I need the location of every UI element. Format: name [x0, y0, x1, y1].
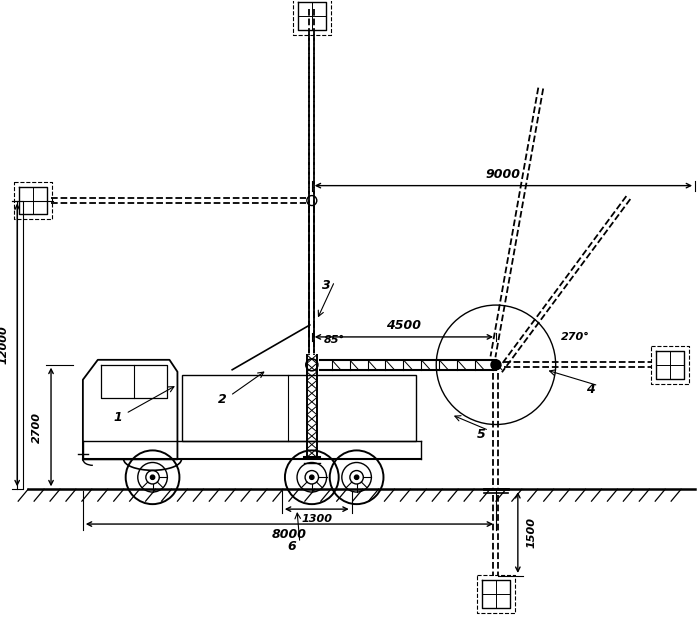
- Text: 2700: 2700: [32, 412, 42, 442]
- Text: 12000: 12000: [0, 326, 8, 364]
- Text: 1: 1: [113, 411, 122, 424]
- Text: 5: 5: [477, 428, 485, 441]
- Text: 1500: 1500: [527, 517, 537, 548]
- Text: 4: 4: [586, 383, 595, 396]
- Circle shape: [150, 475, 155, 479]
- Bar: [183, 375, 416, 442]
- Text: 3: 3: [323, 279, 331, 292]
- Text: 85°: 85°: [324, 335, 345, 345]
- Text: 8000: 8000: [272, 528, 307, 542]
- Circle shape: [309, 475, 314, 479]
- Text: 270°: 270°: [561, 332, 589, 342]
- Text: 4500: 4500: [386, 319, 421, 333]
- Text: 6: 6: [288, 540, 296, 553]
- Text: 2: 2: [218, 393, 227, 406]
- Circle shape: [354, 475, 359, 479]
- Circle shape: [491, 360, 501, 370]
- Text: 1300: 1300: [301, 514, 332, 524]
- Text: 9000: 9000: [486, 168, 521, 181]
